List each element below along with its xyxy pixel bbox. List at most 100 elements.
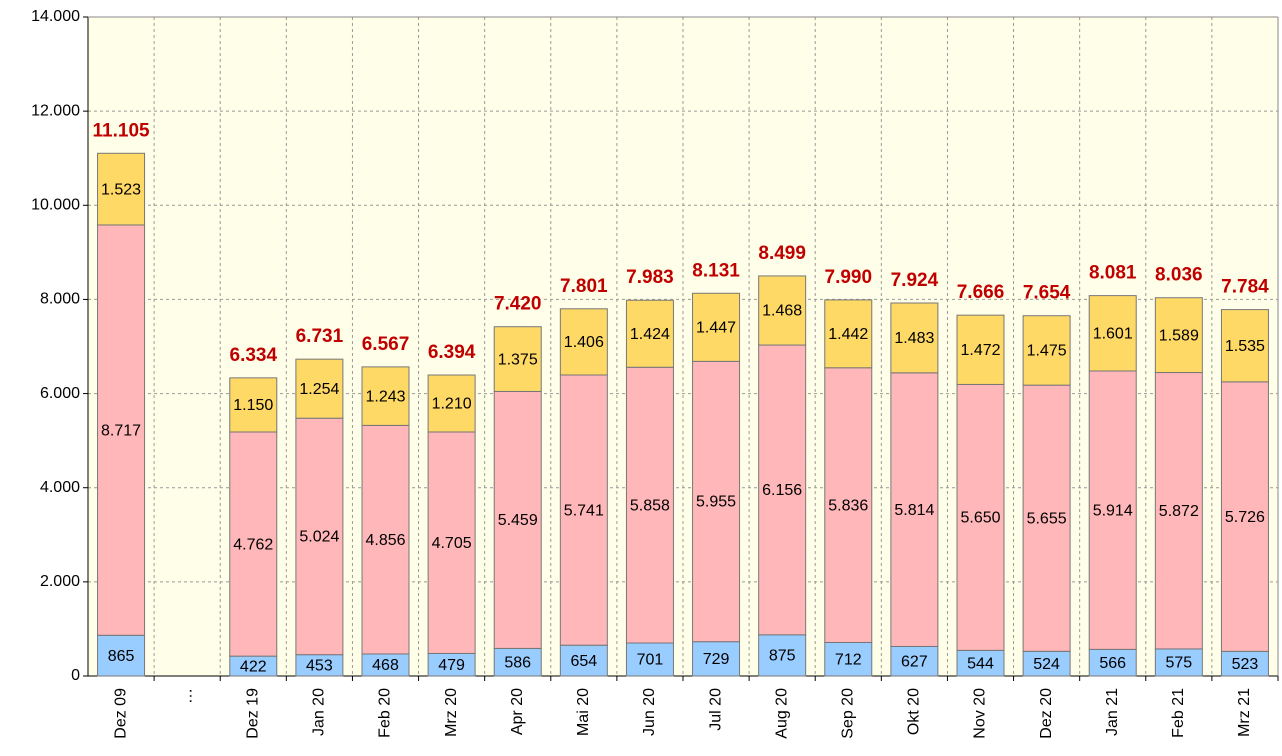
segment-label: 6.156 xyxy=(762,482,802,499)
bar-segment xyxy=(427,431,476,654)
y-tick-label: 4.000 xyxy=(40,479,80,496)
segment-label: 523 xyxy=(1232,656,1259,673)
segment-label: 5.914 xyxy=(1093,502,1133,519)
total-label: 7.420 xyxy=(494,294,542,315)
segment-label: 875 xyxy=(769,648,796,665)
x-tick-label: Apr 20 xyxy=(509,688,526,735)
total-label: 6.567 xyxy=(362,334,410,355)
total-label: 7.666 xyxy=(957,282,1005,303)
segment-label: 1.535 xyxy=(1225,338,1265,355)
segment-label: 5.858 xyxy=(630,497,670,514)
segment-label: 1.210 xyxy=(432,396,472,413)
segment-label: 5.741 xyxy=(564,502,604,519)
x-tick-label: Jul 20 xyxy=(707,688,724,731)
bar-segment xyxy=(956,383,1005,651)
bar-segment xyxy=(824,299,873,369)
segment-label: 1.601 xyxy=(1093,326,1133,343)
bar-segment xyxy=(427,374,476,433)
segment-label: 422 xyxy=(240,658,267,675)
bar-segment xyxy=(1022,315,1071,386)
segment-label: 1.483 xyxy=(894,330,934,347)
segment-label: 1.523 xyxy=(101,181,141,198)
x-tick-label: Jan 20 xyxy=(311,688,328,736)
x-tick-label: Okt 20 xyxy=(906,688,923,735)
x-tick-label: Feb 21 xyxy=(1170,688,1187,738)
total-label: 8.036 xyxy=(1155,265,1203,286)
x-tick-label: Dez 09 xyxy=(112,688,129,739)
y-tick-label: 2.000 xyxy=(40,573,80,590)
bar-segment xyxy=(559,308,608,376)
segment-label: 544 xyxy=(967,655,994,672)
segment-label: 575 xyxy=(1165,655,1192,672)
bar-segment xyxy=(956,649,1005,677)
segment-label: 1.243 xyxy=(365,388,405,405)
segment-label: 712 xyxy=(835,651,862,668)
segment-label: 1.375 xyxy=(498,351,538,368)
y-tick-label: 10.000 xyxy=(31,197,80,214)
bar-segment xyxy=(890,302,939,374)
total-label: 6.334 xyxy=(230,345,278,366)
segment-label: 8.717 xyxy=(101,422,141,439)
bar-segment xyxy=(97,152,146,226)
segment-label: 5.459 xyxy=(498,512,538,529)
bar-segment xyxy=(758,634,807,677)
segment-label: 654 xyxy=(570,653,597,670)
segment-label: 1.442 xyxy=(828,326,868,343)
total-label: 8.131 xyxy=(692,260,740,281)
segment-label: 1.150 xyxy=(233,397,273,414)
segment-label: 1.424 xyxy=(630,326,670,343)
x-tick-label: Feb 20 xyxy=(377,688,394,738)
total-label: 6.731 xyxy=(296,326,344,347)
y-tick-label: 14.000 xyxy=(31,8,80,25)
bar-segment xyxy=(295,358,344,419)
y-tick-label: 0 xyxy=(71,667,80,684)
bar-segment xyxy=(493,647,542,677)
total-label: 7.801 xyxy=(560,276,608,297)
segment-label: 5.955 xyxy=(696,494,736,511)
bar-segment xyxy=(692,360,741,643)
bar-segment xyxy=(625,642,674,677)
bar-segment xyxy=(361,366,410,426)
x-tick-label: Jun 20 xyxy=(641,688,658,736)
segment-label: 1.468 xyxy=(762,303,802,320)
segment-label: 1.475 xyxy=(1027,343,1067,360)
bar-segment xyxy=(559,644,608,677)
bar-segment xyxy=(625,299,674,368)
bar-segment xyxy=(559,374,608,646)
segment-label: 1.447 xyxy=(696,320,736,337)
segment-label: 865 xyxy=(108,648,135,665)
bar-segment xyxy=(824,367,873,643)
y-tick-label: 8.000 xyxy=(40,291,80,308)
segment-label: 627 xyxy=(901,653,928,670)
x-tick-label: Nov 20 xyxy=(972,688,989,739)
bar-segment xyxy=(229,431,278,657)
bar-segment xyxy=(1022,650,1071,677)
segment-label: 586 xyxy=(504,654,531,671)
segment-label: 5.726 xyxy=(1225,509,1265,526)
bar-segment xyxy=(1154,297,1203,374)
segment-label: 5.836 xyxy=(828,497,868,514)
bar-segment xyxy=(493,326,542,392)
total-label: 7.654 xyxy=(1023,283,1071,304)
total-label: 7.983 xyxy=(626,267,674,288)
segment-label: 566 xyxy=(1099,655,1126,672)
segment-label: 479 xyxy=(438,657,465,674)
bar-segment xyxy=(1154,648,1203,677)
segment-label: 5.872 xyxy=(1159,503,1199,520)
bar-segment xyxy=(1022,384,1071,652)
bar-segment xyxy=(758,344,807,636)
segment-label: 524 xyxy=(1033,656,1060,673)
x-tick-label: Mrz 21 xyxy=(1236,688,1253,737)
x-tick-label: Dez 19 xyxy=(244,688,261,739)
total-label: 8.499 xyxy=(758,243,806,264)
total-label: 7.990 xyxy=(825,267,873,288)
segment-label: 729 xyxy=(703,651,730,668)
segment-label: 1.254 xyxy=(299,381,339,398)
segment-label: 701 xyxy=(637,652,664,669)
x-tick-label: … xyxy=(178,688,195,704)
x-tick-label: Sep 20 xyxy=(839,688,856,739)
segment-label: 1.589 xyxy=(1159,327,1199,344)
segment-label: 4.705 xyxy=(432,535,472,552)
bar-segment xyxy=(692,641,741,677)
